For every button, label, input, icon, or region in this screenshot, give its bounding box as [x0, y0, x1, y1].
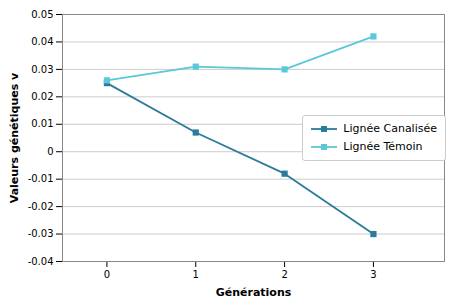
- svg-text:0.01: 0.01: [31, 118, 53, 129]
- svg-text:-0.03: -0.03: [28, 228, 54, 239]
- svg-text:0.02: 0.02: [31, 91, 53, 102]
- svg-text:1: 1: [193, 269, 199, 280]
- svg-text:0.04: 0.04: [31, 36, 53, 47]
- svg-text:-0.04: -0.04: [28, 256, 54, 267]
- svg-text:0: 0: [47, 146, 53, 157]
- svg-text:0: 0: [104, 269, 110, 280]
- svg-text:2: 2: [281, 269, 287, 280]
- svg-text:3: 3: [370, 269, 376, 280]
- svg-text:-0.02: -0.02: [28, 201, 54, 212]
- svg-text:Valeurs génétiques v: Valeurs génétiques v: [8, 72, 21, 203]
- svg-text:-0.01: -0.01: [28, 173, 54, 184]
- svg-text:Générations: Générations: [216, 286, 292, 299]
- svg-text:0.03: 0.03: [31, 64, 53, 75]
- svg-text:0.05: 0.05: [31, 9, 53, 20]
- html-text:Lignée Témoin: Lignée Témoin: [343, 140, 423, 154]
- html-text:Lignée Canalisée: Lignée Canalisée: [343, 122, 437, 136]
